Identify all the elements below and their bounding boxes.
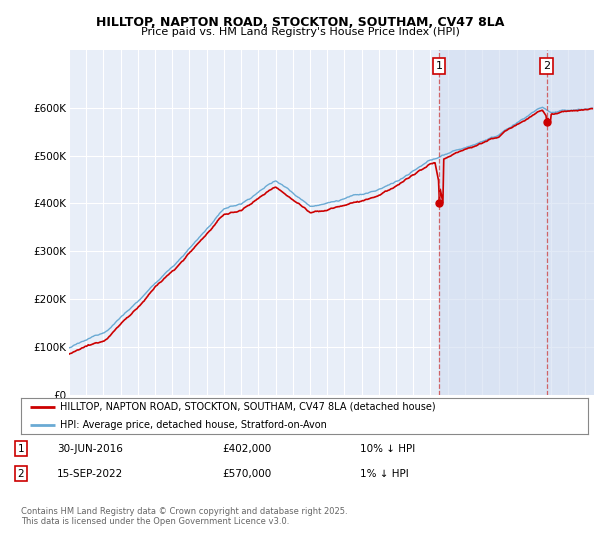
Text: 2: 2 <box>17 469 25 479</box>
Text: £570,000: £570,000 <box>222 469 271 479</box>
Text: HILLTOP, NAPTON ROAD, STOCKTON, SOUTHAM, CV47 8LA (detached house): HILLTOP, NAPTON ROAD, STOCKTON, SOUTHAM,… <box>59 402 435 412</box>
Text: HPI: Average price, detached house, Stratford-on-Avon: HPI: Average price, detached house, Stra… <box>59 420 326 430</box>
Text: 1: 1 <box>17 444 25 454</box>
Text: 30-JUN-2016: 30-JUN-2016 <box>57 444 123 454</box>
Text: 2: 2 <box>543 60 550 71</box>
Text: 10% ↓ HPI: 10% ↓ HPI <box>360 444 415 454</box>
Text: £402,000: £402,000 <box>222 444 271 454</box>
Text: Contains HM Land Registry data © Crown copyright and database right 2025.
This d: Contains HM Land Registry data © Crown c… <box>21 507 347 526</box>
Text: 1% ↓ HPI: 1% ↓ HPI <box>360 469 409 479</box>
Text: 15-SEP-2022: 15-SEP-2022 <box>57 469 123 479</box>
Text: 1: 1 <box>436 60 443 71</box>
Text: HILLTOP, NAPTON ROAD, STOCKTON, SOUTHAM, CV47 8LA: HILLTOP, NAPTON ROAD, STOCKTON, SOUTHAM,… <box>96 16 504 29</box>
Text: Price paid vs. HM Land Registry's House Price Index (HPI): Price paid vs. HM Land Registry's House … <box>140 27 460 37</box>
Bar <box>439 50 600 395</box>
